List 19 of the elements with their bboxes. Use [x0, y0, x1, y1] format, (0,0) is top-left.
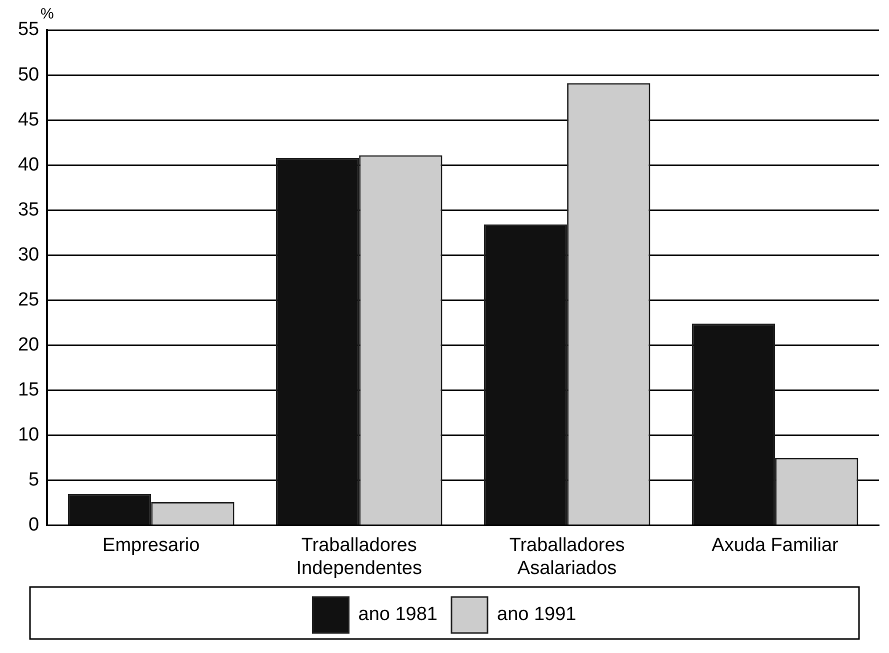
x-tick-label: Empresario [102, 535, 200, 556]
x-tick-label: Traballadores Asalariados [509, 535, 625, 579]
y-axis-title: % [40, 6, 54, 23]
y-tick-label: 55 [18, 19, 40, 40]
y-tick-label: 35 [18, 199, 40, 220]
legend-label: ano 1981 [358, 604, 438, 626]
x-tick-label: Axuda Familiar [712, 535, 840, 556]
y-tick-label: 15 [18, 380, 40, 401]
y-tick-label: 45 [18, 109, 40, 130]
y-tick-label: 20 [18, 334, 40, 356]
legend-label: ano 1991 [497, 604, 576, 626]
y-tick-label: 25 [18, 289, 40, 310]
y-tick-label: 5 [28, 470, 40, 491]
y-tick-label: 30 [18, 244, 40, 266]
y-tick-label: 10 [18, 424, 40, 446]
y-tick-label: 0 [28, 514, 40, 536]
y-tick-label: 40 [18, 154, 40, 176]
x-tick-label: Traballadores Independentes [296, 535, 422, 579]
y-tick-label: 50 [18, 64, 40, 86]
